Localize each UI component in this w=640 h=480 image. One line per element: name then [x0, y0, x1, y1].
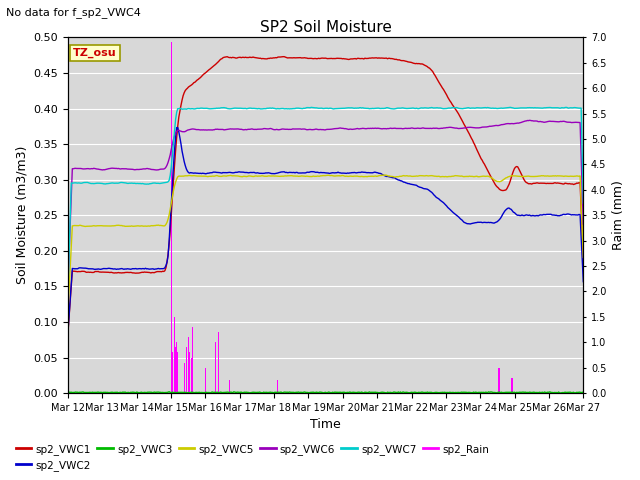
Bar: [215, 342, 216, 393]
Bar: [205, 368, 206, 393]
Bar: [196, 362, 197, 393]
Bar: [177, 352, 178, 393]
Bar: [186, 348, 187, 393]
Y-axis label: Raim (mm): Raim (mm): [612, 180, 625, 250]
Bar: [191, 358, 192, 393]
Text: No data for f_sp2_VWC4: No data for f_sp2_VWC4: [6, 7, 141, 18]
Y-axis label: Soil Moisture (m3/m3): Soil Moisture (m3/m3): [15, 146, 28, 285]
X-axis label: Time: Time: [310, 419, 341, 432]
Bar: [510, 378, 511, 393]
Bar: [498, 368, 499, 393]
Bar: [218, 332, 219, 393]
Bar: [171, 42, 172, 393]
Text: TZ_osu: TZ_osu: [73, 48, 117, 58]
Bar: [183, 342, 184, 393]
Bar: [174, 317, 175, 393]
Title: SP2 Soil Moisture: SP2 Soil Moisture: [260, 20, 392, 35]
Bar: [226, 381, 227, 393]
Bar: [499, 368, 500, 393]
Bar: [172, 352, 173, 393]
Bar: [512, 378, 513, 393]
Bar: [189, 352, 190, 393]
Bar: [188, 337, 189, 393]
Legend: sp2_VWC1, sp2_VWC2, sp2_VWC3, sp2_VWC5, sp2_VWC6, sp2_VWC7, sp2_Rain: sp2_VWC1, sp2_VWC2, sp2_VWC3, sp2_VWC5, …: [12, 439, 493, 475]
Bar: [229, 381, 230, 393]
Bar: [175, 348, 176, 393]
